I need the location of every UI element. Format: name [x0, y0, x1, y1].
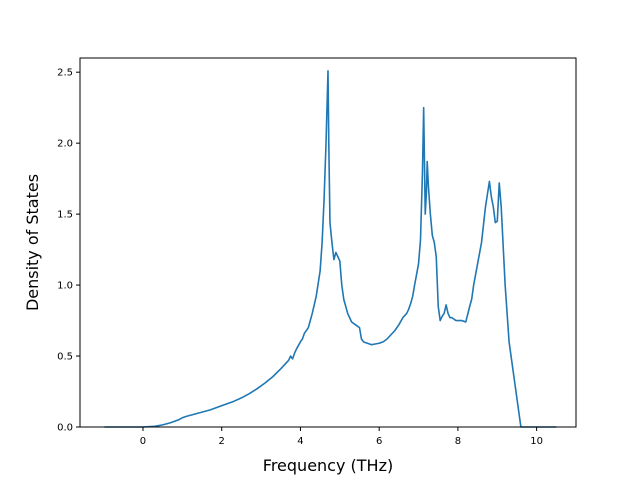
series-layer — [104, 69, 557, 428]
y-tick-label: 2.0 — [57, 139, 73, 150]
series-line-0 — [104, 69, 557, 428]
y-tick-label: 1.0 — [57, 281, 73, 292]
x-axis-label: Frequency (THz) — [263, 456, 393, 475]
x-axis-ticks: 0 2 4 6 8 10 — [140, 427, 543, 447]
y-tick-label: 0.0 — [57, 423, 73, 434]
y-tick-label: 0.5 — [57, 352, 73, 363]
y-axis-ticks: 0.0 0.5 1.0 1.5 2.0 2.5 — [57, 68, 80, 434]
x-tick-label: 8 — [455, 436, 461, 447]
y-axis-label: Density of States — [23, 174, 42, 311]
x-tick-label: 6 — [376, 436, 382, 447]
plot-frame — [79, 57, 577, 428]
x-tick-label: 4 — [297, 436, 303, 447]
y-tick-label: 1.5 — [57, 210, 73, 221]
x-tick-label: 0 — [140, 436, 146, 447]
x-tick-label: 2 — [219, 436, 225, 447]
x-tick-label: 10 — [530, 436, 543, 447]
y-tick-label: 2.5 — [57, 68, 73, 79]
